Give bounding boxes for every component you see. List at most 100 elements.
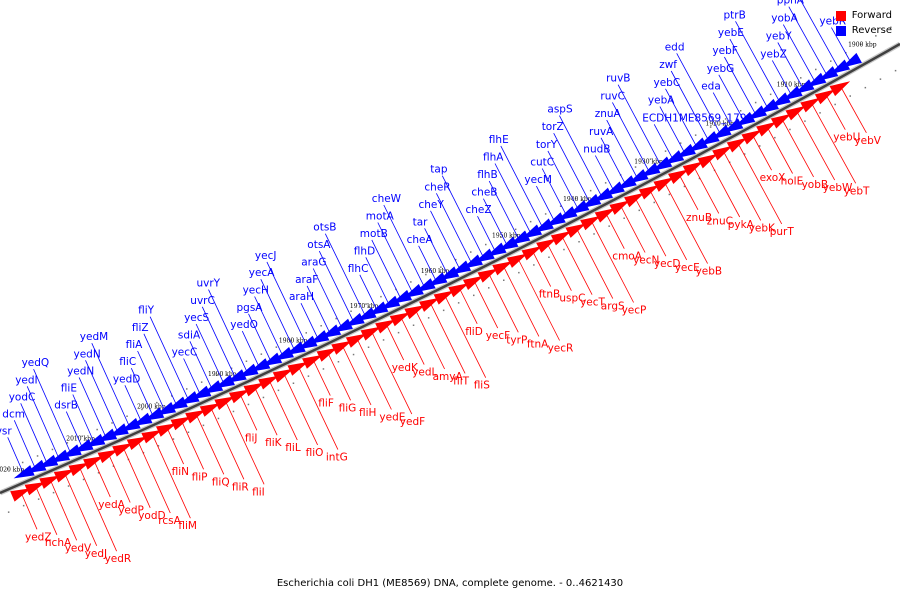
guide-dot-lower: [544, 213, 547, 215]
forward-gene-arrow: [39, 475, 61, 489]
reverse-gene-label: araF: [295, 274, 318, 286]
guide-dot-upper: [307, 375, 310, 377]
forward-gene-label: yecP: [622, 305, 647, 317]
guide-dot-lower: [186, 388, 188, 390]
guide-dot-upper: [488, 287, 490, 289]
forward-leader-line: [605, 213, 625, 249]
guide-dot-upper: [67, 485, 70, 487]
guide-dot-upper: [202, 424, 205, 427]
forward-leader-line: [93, 460, 111, 498]
guide-dot-lower: [215, 374, 218, 376]
forward-leader-line: [488, 273, 519, 333]
forward-leader-line: [35, 486, 58, 535]
forward-gene-label: fliD: [465, 326, 483, 338]
forward-gene-label: yebU: [833, 132, 860, 144]
guide-dot-upper: [638, 209, 640, 212]
reverse-leader-line: [312, 268, 343, 329]
reverse-gene-label: yebE: [718, 27, 744, 39]
tick-label: 1910 kbp: [777, 81, 806, 88]
reverse-gene-label: uvrY: [197, 278, 221, 290]
reverse-gene-label: otsA: [307, 239, 331, 251]
reverse-leader-line: [676, 53, 721, 135]
forward-gene-label: fliI: [252, 486, 265, 498]
forward-gene-arrow: [83, 456, 104, 470]
reverse-gene-label: ruvC: [600, 90, 625, 102]
reverse-gene-label: tap: [430, 164, 448, 176]
tick-label: 1900 kbp: [848, 42, 877, 49]
reverse-gene-label: yecS: [184, 312, 209, 324]
forward-gene-label: fliM: [178, 520, 197, 532]
guide-dot-lower: [800, 77, 802, 79]
guide-dot-upper: [337, 361, 340, 363]
reverse-leader-line: [130, 368, 154, 417]
reverse-gene-label: yecH: [243, 285, 269, 297]
reverse-leader-line: [782, 24, 816, 83]
guide-dot-upper: [653, 201, 655, 204]
genome-axis: [0, 42, 900, 495]
reverse-leader-line: [600, 137, 627, 185]
guide-dot-lower: [679, 142, 682, 144]
forward-leader-line: [473, 280, 499, 329]
reverse-gene-label: flhD: [354, 245, 375, 257]
guide-dot-lower: [739, 110, 742, 112]
forward-gene-arrow: [404, 305, 426, 320]
reverse-gene-label: yobA: [771, 13, 798, 25]
reverse-leader-line: [724, 56, 757, 116]
reverse-gene-label: edd: [665, 41, 685, 53]
forward-gene-label: holE: [781, 176, 804, 188]
guide-dot-lower: [245, 360, 248, 362]
guide-dot-lower: [171, 395, 173, 397]
guide-dot-lower: [156, 401, 158, 404]
reverse-leader-line: [254, 296, 284, 357]
forward-gene-arrow: [345, 333, 367, 348]
forward-gene-label: yedV: [65, 542, 92, 554]
forward-leader-line: [283, 373, 318, 446]
reverse-leader-line: [500, 145, 544, 228]
forward-gene-arrow: [185, 409, 206, 424]
reverse-leader-line: [149, 316, 189, 401]
reverse-gene-label: yebG: [707, 63, 734, 75]
forward-gene-arrow: [550, 231, 572, 246]
guide-dot-lower: [709, 126, 712, 128]
reverse-leader-line: [72, 394, 95, 444]
reverse-leader-line: [33, 369, 72, 454]
forward-leader-line: [634, 197, 667, 257]
reverse-gene-label: yedO: [230, 319, 258, 331]
forward-leader-line: [108, 453, 131, 503]
guide-dot-upper: [112, 465, 115, 467]
forward-leader-line: [341, 345, 372, 406]
reverse-gene-label: cheR: [424, 181, 450, 193]
guide-dot-upper: [382, 339, 385, 341]
reverse-gene-label: yedI: [15, 374, 37, 386]
reverse-gene-label: fliY: [138, 305, 155, 317]
tick-label: 2010 kbp: [66, 435, 95, 442]
forward-gene-label: yedF: [400, 416, 425, 428]
reverse-leader-line: [771, 60, 792, 96]
guide-dot-upper: [563, 248, 565, 251]
reverse-leader-line: [659, 106, 686, 154]
guide-dot-upper: [473, 294, 475, 297]
forward-gene-label: fliN: [172, 466, 189, 478]
reverse-gene-label: yebZ: [760, 48, 787, 60]
reverse-gene-label: zwf: [659, 59, 677, 71]
guide-dot-lower: [111, 422, 113, 424]
reverse-gene-label: cheA: [407, 234, 434, 246]
forward-leader-line: [64, 473, 98, 546]
forward-gene-label: fliG: [339, 402, 357, 414]
forward-gene-label: ftnB: [539, 289, 561, 301]
reverse-leader-line: [183, 358, 201, 395]
legend-forward: Forward: [835, 8, 892, 23]
reverse-gene-label: flhE: [489, 134, 509, 146]
guide-dot-upper: [37, 498, 40, 500]
legend: Forward Reverse: [835, 8, 892, 38]
guide-dot-lower: [875, 35, 877, 37]
guide-dot-lower: [754, 101, 757, 104]
guide-dot-lower: [559, 205, 562, 207]
reverse-gene-label: dcm: [2, 408, 25, 420]
reverse-leader-line: [324, 233, 366, 317]
forward-gene-label: yebT: [844, 185, 870, 197]
forward-swatch-icon: [835, 10, 846, 21]
forward-gene-arrow: [155, 423, 177, 437]
forward-gene-label: yebB: [696, 266, 723, 278]
forward-gene-arrow: [433, 290, 455, 305]
